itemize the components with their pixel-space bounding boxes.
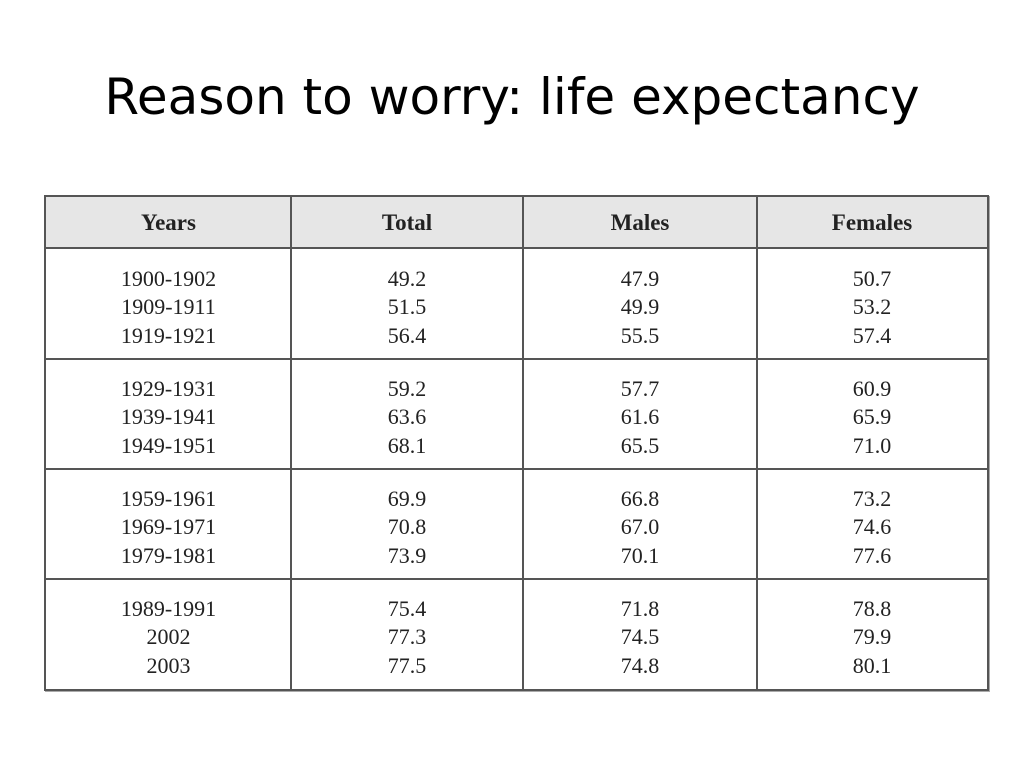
males-cell: 57.7 xyxy=(620,376,660,401)
total-cell: 68.1 xyxy=(387,433,427,458)
males-cell: 61.6 xyxy=(620,404,660,429)
years-cell: 1939-1941 xyxy=(120,404,217,429)
group-divider xyxy=(46,468,987,470)
column-divider xyxy=(522,197,524,689)
group-divider xyxy=(46,358,987,360)
years-cell: 1909-1911 xyxy=(121,294,216,319)
total-cell: 56.4 xyxy=(387,323,427,348)
years-cell: 2003 xyxy=(146,653,191,678)
males-cell: 66.8 xyxy=(620,486,660,511)
females-cell: 65.9 xyxy=(852,404,892,429)
years-cell: 1969-1971 xyxy=(120,514,217,539)
group-divider xyxy=(46,578,987,580)
females-cell: 80.1 xyxy=(852,653,892,678)
females-cell: 77.6 xyxy=(852,543,892,568)
total-cell: 77.5 xyxy=(387,653,427,678)
column-divider xyxy=(290,197,292,689)
total-cell: 69.9 xyxy=(387,486,427,511)
years-cell: 1900-1902 xyxy=(120,266,217,291)
slide-title: Reason to worry: life expectancy xyxy=(104,68,920,126)
total-cell: 70.8 xyxy=(387,514,427,539)
total-cell: 73.9 xyxy=(387,543,427,568)
females-cell: 50.7 xyxy=(852,266,892,291)
females-cell: 53.2 xyxy=(852,294,892,319)
column-header: Males xyxy=(610,210,670,235)
total-cell: 77.3 xyxy=(387,624,427,649)
total-cell: 63.6 xyxy=(387,404,427,429)
table-grid: Years Total Males Females 1900-1902 49.2 47.9 5… xyxy=(46,197,987,689)
column-header: Total xyxy=(381,210,433,235)
males-cell: 55.5 xyxy=(620,323,660,348)
males-cell: 70.1 xyxy=(620,543,660,568)
females-cell: 78.8 xyxy=(852,596,892,621)
males-cell: 74.5 xyxy=(620,624,660,649)
years-cell: 1929-1931 xyxy=(120,376,217,401)
females-cell: 60.9 xyxy=(852,376,892,401)
column-header: Years xyxy=(141,210,196,235)
total-cell: 59.2 xyxy=(387,376,427,401)
females-cell: 71.0 xyxy=(852,433,892,458)
males-cell: 65.5 xyxy=(620,433,660,458)
years-cell: 1979-1981 xyxy=(120,543,217,568)
females-cell: 74.6 xyxy=(852,514,892,539)
table-header-row xyxy=(46,197,987,249)
years-cell: 1919-1921 xyxy=(120,323,217,348)
life-expectancy-table: Years Total Males Females 1900-1902 49.2 47.9 5… xyxy=(44,195,989,691)
total-cell: 75.4 xyxy=(387,596,427,621)
years-cell: 1949-1951 xyxy=(120,433,217,458)
males-cell: 47.9 xyxy=(620,266,660,291)
years-cell: 1989-1991 xyxy=(120,596,217,621)
females-cell: 57.4 xyxy=(852,323,892,348)
females-cell: 79.9 xyxy=(852,624,892,649)
males-cell: 71.8 xyxy=(620,596,660,621)
years-cell: 1959-1961 xyxy=(120,486,217,511)
males-cell: 49.9 xyxy=(620,294,660,319)
males-cell: 67.0 xyxy=(620,514,660,539)
total-cell: 49.2 xyxy=(387,266,427,291)
males-cell: 74.8 xyxy=(620,653,660,678)
column-header: Females xyxy=(831,210,913,235)
years-cell: 2002 xyxy=(146,624,191,649)
total-cell: 51.5 xyxy=(387,294,427,319)
column-divider xyxy=(756,197,758,689)
females-cell: 73.2 xyxy=(852,486,892,511)
